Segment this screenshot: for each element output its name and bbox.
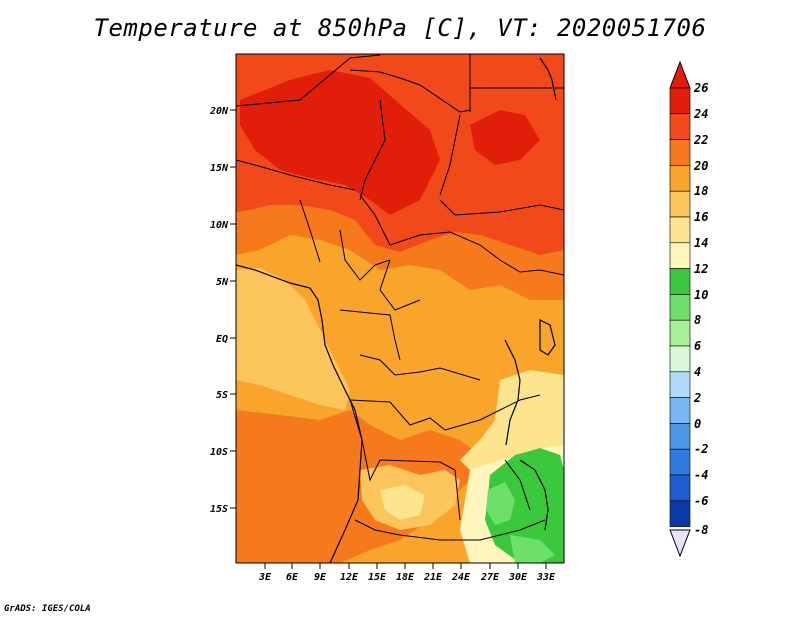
colorbar-label-m6: -6 xyxy=(694,494,708,508)
lat-label-10s: 10S xyxy=(210,447,228,458)
colorbar-bin-m8-m6 xyxy=(669,500,691,527)
colorbar-bin-0-2 xyxy=(669,397,691,424)
field-region-18-coast xyxy=(236,268,350,410)
field-region-16-south xyxy=(380,485,425,520)
lat-label-5n: 5N xyxy=(216,277,229,288)
colorbar-bin-12-14 xyxy=(669,242,691,269)
colorbar-label-16: 16 xyxy=(694,210,708,224)
colorbar-bin-22-24 xyxy=(669,113,691,140)
credit-label: GrADS: IGES/COLA xyxy=(4,604,91,614)
colorbar-label-m4: -4 xyxy=(694,468,708,482)
colorbar-label-14: 14 xyxy=(694,236,708,250)
colorbar-label-m8: -8 xyxy=(694,523,708,537)
colorbar-bin-18-20 xyxy=(669,165,691,192)
field-region-10-southeast xyxy=(486,482,515,525)
colorbar-label-26: 26 xyxy=(693,81,708,95)
lon-ticks: 3E 6E 9E 12E 15E 18E 21E 24E 27E 30E 33E xyxy=(258,563,556,583)
lon-label-21e: 21E xyxy=(423,572,443,583)
colorbar-label-0: 0 xyxy=(694,417,701,431)
country-borders xyxy=(236,54,564,541)
colorbar-bin-10-12 xyxy=(669,268,691,295)
colorbar-bin-m4-m2 xyxy=(669,448,691,476)
colorbar-label-m2: -2 xyxy=(694,442,708,456)
colorbar-label-10: 10 xyxy=(694,288,708,302)
lat-label-15s: 15S xyxy=(210,504,228,515)
lon-label-3e: 3E xyxy=(258,572,272,583)
colorbar-bin-8-10 xyxy=(669,294,691,321)
colorbar-label-12: 12 xyxy=(694,262,708,276)
lon-label-24e: 24E xyxy=(451,572,471,583)
colorbar-label-24: 24 xyxy=(693,107,708,121)
colorbar-label-2: 2 xyxy=(693,391,701,405)
colorbar-label-8: 8 xyxy=(694,313,701,327)
lon-label-27e: 27E xyxy=(480,572,500,583)
lon-label-30e: 30E xyxy=(508,572,528,583)
lat-label-15n: 15N xyxy=(210,163,229,174)
lat-ticks: 20N 15N 10N 5N EQ 5S 10S 15S xyxy=(209,106,236,515)
lat-label-20n: 20N xyxy=(209,106,229,117)
colorbar-label-18: 18 xyxy=(694,184,708,198)
colorbar-bin-4-6 xyxy=(669,345,691,373)
colorbar-label-22: 22 xyxy=(693,133,708,147)
field-region-26-core-east xyxy=(470,110,540,165)
lon-label-18e: 18E xyxy=(396,572,415,583)
lat-label-10n: 10N xyxy=(210,220,229,231)
lon-label-15e: 15E xyxy=(368,572,387,583)
lat-label-eq: EQ xyxy=(216,334,228,345)
lon-label-12e: 12E xyxy=(340,572,359,583)
colorbar-bin-24-26 xyxy=(669,87,691,115)
colorbar-bin-20-22 xyxy=(669,139,691,166)
lon-label-9e: 9E xyxy=(314,572,327,583)
colorbar-bin-14-16 xyxy=(669,216,691,244)
lon-label-33e: 33E xyxy=(536,572,556,583)
field-region-10-south xyxy=(510,535,555,563)
plot-frame xyxy=(235,53,565,564)
colorbar-bin-6-8 xyxy=(669,319,691,347)
coastlines xyxy=(236,57,557,563)
colorbar-label-6: 6 xyxy=(694,339,701,353)
field-region-26-core-west xyxy=(240,70,440,215)
colorbar-bin-m2-0 xyxy=(669,423,691,450)
colorbar-label-4: 4 xyxy=(694,365,701,379)
map-title: Temperature at 850hPa [C], VT: 202005170… xyxy=(93,14,707,42)
colorbar-arrow-top xyxy=(669,60,691,89)
lon-label-6e: 6E xyxy=(286,572,299,583)
colorbar-label-20: 20 xyxy=(693,159,708,173)
colorbar: 26 24 22 20 18 16 14 12 10 8 6 4 2 0 -2 … xyxy=(669,60,708,558)
colorbar-bin-16-18 xyxy=(669,190,691,218)
colorbar-arrow-bottom xyxy=(669,529,691,558)
lat-label-5s: 5S xyxy=(216,390,228,401)
colorbar-bin-m6-m4 xyxy=(669,474,691,502)
colorbar-bin-2-4 xyxy=(669,371,691,398)
